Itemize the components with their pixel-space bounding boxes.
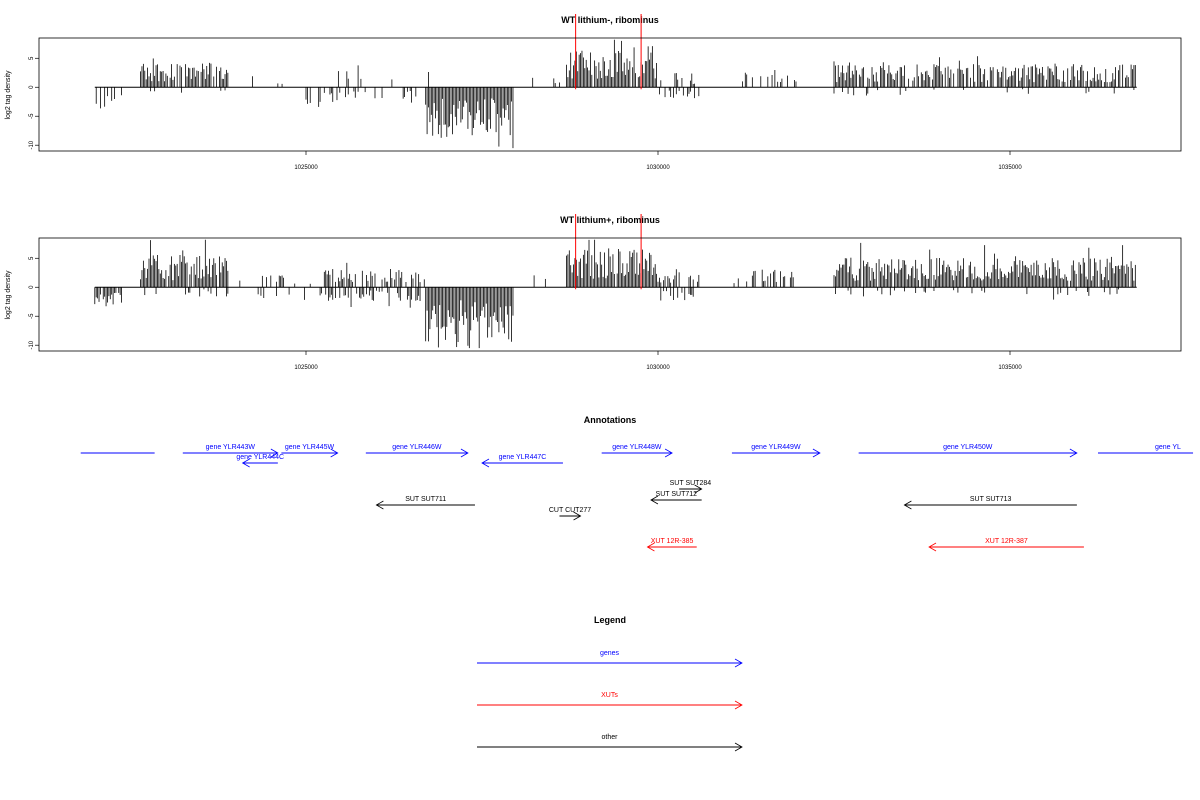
x-tick-label: 1030000: [646, 165, 670, 171]
y-tick-label: -10: [29, 140, 35, 149]
arrow-head-icon: [241, 458, 250, 468]
annotation-feature: gene YLR445W: [281, 444, 339, 458]
annotation-feature: gene YLR450W: [858, 444, 1078, 458]
panel-title: WT lithium-, ribominus: [561, 15, 659, 25]
arrow-head-icon: [1069, 448, 1078, 458]
feature-label: gene YLR450W: [943, 444, 993, 451]
y-tick-label: -10: [29, 340, 35, 349]
track-panel-lithium-minus: WT lithium-, ribominus log2 tag density …: [5, 14, 1182, 171]
feature-label: CUT CUT277: [549, 507, 591, 514]
arrow-head-icon: [734, 700, 743, 710]
y-tick-label: -5: [29, 313, 35, 319]
annotation-feature: gene YL: [1098, 444, 1194, 454]
annotation-feature: SUT SUT284: [670, 480, 712, 494]
y-tick-label: -5: [29, 113, 35, 119]
annotation-feature: gene YLR446W: [365, 444, 469, 458]
legend-title: Legend: [594, 615, 626, 625]
feature-label: SUT SUT713: [970, 496, 1012, 503]
annotation-feature: XUT 12R-387: [928, 538, 1084, 552]
legend-label: other: [602, 734, 619, 741]
x-tick-label: 1025000: [294, 165, 318, 171]
annotation-feature: gene YLR444C: [236, 454, 284, 468]
feature-label: gene YLR446W: [392, 444, 442, 451]
annotation-feature: gene YLR449W: [731, 444, 821, 458]
annotation-feature: SUT SUT713: [903, 496, 1077, 510]
x-tick-label: 1025000: [294, 365, 318, 371]
arrow-head-icon: [903, 500, 912, 510]
feature-label: SUT SUT712: [656, 491, 698, 498]
arrow-head-icon: [330, 448, 339, 458]
arrow-head-icon: [812, 448, 821, 458]
arrow-head-icon: [734, 658, 743, 668]
annotation-feature: XUT 12R-385: [646, 538, 697, 552]
arrow-head-icon: [646, 542, 655, 552]
plot-frame: [38, 37, 1182, 152]
arrow-head-icon: [270, 448, 279, 458]
legend-label: genes: [600, 650, 620, 657]
feature-label: XUT 12R-387: [985, 538, 1028, 545]
annotation-feature: CUT CUT277: [549, 507, 591, 521]
arrow-head-icon: [481, 458, 490, 468]
y-tick-label: 0: [29, 285, 35, 289]
arrow-head-icon: [460, 448, 469, 458]
y-tick-label: 5: [29, 256, 35, 260]
legend-entry: other: [477, 734, 743, 752]
x-tick-label: 1030000: [646, 365, 670, 371]
legend: Legend genes XUTs other: [477, 615, 743, 752]
arrow-head-icon: [734, 742, 743, 752]
feature-label: gene YLR444C: [236, 454, 284, 461]
legend-entry: genes: [477, 650, 743, 668]
arrow-head-icon: [664, 448, 673, 458]
plot-frame: [38, 237, 1182, 352]
arrow-head-icon: [573, 511, 582, 521]
annotations-title: Annotations: [584, 415, 637, 425]
x-tick-label: 1035000: [998, 365, 1022, 371]
annotation-feature: SUT SUT712: [650, 491, 702, 505]
arrow-head-icon: [928, 542, 937, 552]
feature-label: SUT SUT711: [405, 496, 446, 503]
y-axis-label: log2 tag density: [5, 70, 12, 120]
feature-label: gene YLR448W: [612, 444, 662, 451]
annotation-feature: gene YLR443W: [182, 444, 279, 458]
feature-label: gene YLR447C: [499, 454, 547, 461]
legend-entry: XUTs: [477, 692, 743, 710]
arrow-head-icon: [694, 484, 703, 494]
annotation-feature: gene YLR447C: [481, 454, 563, 468]
feature-label: SUT SUT284: [670, 480, 712, 487]
feature-label: gene YL: [1155, 444, 1181, 451]
x-tick-label: 1035000: [998, 165, 1022, 171]
panel-title: WT lithium+, ribominus: [560, 215, 660, 225]
y-tick-label: 0: [29, 85, 35, 89]
annotation-feature: SUT SUT711: [375, 496, 475, 510]
y-tick-label: 5: [29, 56, 35, 60]
arrow-head-icon: [650, 495, 659, 505]
feature-label: gene YLR445W: [285, 444, 335, 451]
annotation-feature: gene YLR448W: [601, 444, 673, 458]
legend-label: XUTs: [601, 692, 618, 699]
feature-label: gene YLR443W: [206, 444, 256, 451]
arrow-head-icon: [375, 500, 384, 510]
feature-label: gene YLR449W: [751, 444, 801, 451]
track-panel-lithium-plus: WT lithium+, ribominus log2 tag density …: [5, 214, 1182, 371]
feature-label: XUT 12R-385: [651, 538, 694, 545]
y-axis-label: log2 tag density: [5, 270, 12, 320]
